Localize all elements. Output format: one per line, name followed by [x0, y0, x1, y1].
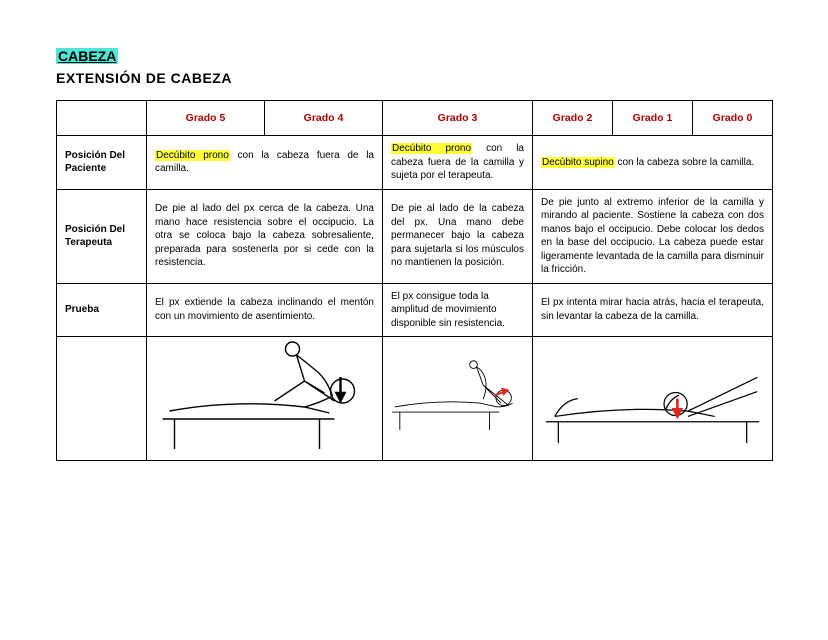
row-prueba: Prueba El px extiende la cabeza inclinan…: [57, 283, 773, 337]
paciente-210-rest: con la cabeza sobre la camilla.: [615, 157, 755, 168]
col-grado3: Grado 3: [383, 101, 533, 136]
drawing-prone-supported: [387, 341, 528, 451]
drawing-prone-resistance: [151, 341, 378, 451]
prueba-54: El px extiende la cabeza inclinando el m…: [147, 283, 383, 337]
illus-54: [147, 337, 383, 461]
col-grado2: Grado 2: [533, 101, 613, 136]
hl-supino: Decúbito supino: [541, 157, 615, 168]
illus-3: [383, 337, 533, 461]
col-grado5: Grado 5: [147, 101, 265, 136]
illus-210: [533, 337, 773, 461]
rowlabel-paciente: Posición Del Paciente: [57, 136, 147, 190]
row-paciente: Posición Del Paciente Decúbito prono con…: [57, 136, 773, 190]
terapeuta-210: De pie junto al extremo inferior de la c…: [533, 189, 773, 283]
section-tag: CABEZA: [56, 48, 118, 64]
hl-prono-2: Decúbito prono: [391, 143, 472, 154]
prueba-210: El px intenta mirar hacia atrás, hacia e…: [533, 283, 773, 337]
rowlabel-illus: [57, 337, 147, 461]
col-grado4: Grado 4: [265, 101, 383, 136]
paciente-54: Decúbito prono con la cabeza fuera de la…: [147, 136, 383, 190]
grade-header-row: Grado 5 Grado 4 Grado 3 Grado 2 Grado 1 …: [57, 101, 773, 136]
col-grado0: Grado 0: [693, 101, 773, 136]
header-blank: [57, 101, 147, 136]
row-illustrations: [57, 337, 773, 461]
grade-table: Grado 5 Grado 4 Grado 3 Grado 2 Grado 1 …: [56, 100, 773, 461]
col-grado1: Grado 1: [613, 101, 693, 136]
paciente-210: Decúbito supino con la cabeza sobre la c…: [533, 136, 773, 190]
paciente-3: Decúbito prono con la cabeza fuera de la…: [383, 136, 533, 190]
terapeuta-3: De pie al lado de la cabeza del px. Una …: [383, 189, 533, 283]
rowlabel-terapeuta: Posición Del Terapeuta: [57, 189, 147, 283]
terapeuta-54: De pie al lado del px cerca de la cabeza…: [147, 189, 383, 283]
section-subtitle: EXTENSIÓN DE CABEZA: [56, 70, 772, 86]
rowlabel-prueba: Prueba: [57, 283, 147, 337]
drawing-supine-lookback: [537, 341, 768, 451]
prueba-3: El px consigue toda la amplitud de movim…: [383, 283, 533, 337]
hl-prono-1: Decúbito prono: [155, 150, 230, 161]
row-terapeuta: Posición Del Terapeuta De pie al lado de…: [57, 189, 773, 283]
